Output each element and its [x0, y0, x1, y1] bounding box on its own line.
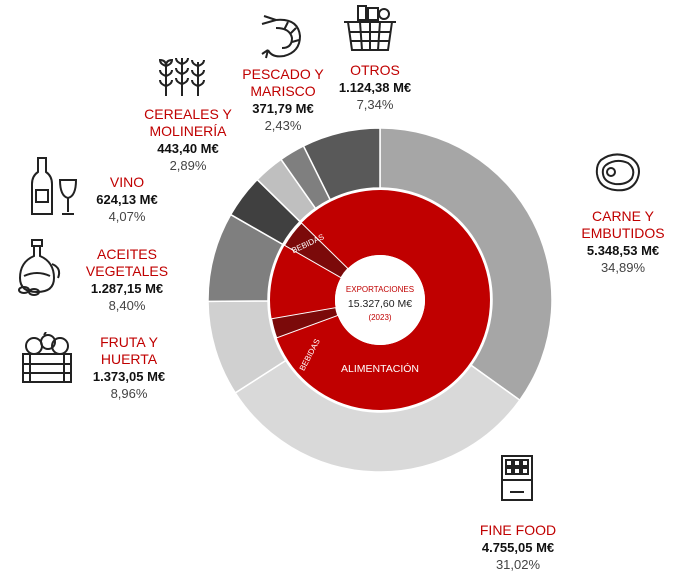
category-value: 1.373,05 M€ — [92, 369, 166, 384]
outer-slice-fine-food — [234, 359, 521, 473]
center-circle — [335, 255, 425, 345]
oil-bottle-icon — [14, 238, 64, 296]
label-carne-y-embutidos: CARNE Y EMBUTIDOS 5.348,53 M€ 34,89% — [548, 208, 673, 276]
outer-slice-carne-y-embutidos — [379, 127, 553, 402]
inner-ring — [269, 190, 490, 410]
category-value: 624,13 M€ — [96, 192, 158, 207]
category-name: CEREALES Y MOLINERÍA — [144, 106, 232, 139]
wine-icon — [30, 156, 80, 218]
label-aceites-vegetales: ACEITES VEGETALES 1.287,15 M€ 8,40% — [52, 246, 202, 314]
category-value: 1.287,15 M€ — [90, 281, 164, 296]
inner-label-alimentacion: ALIMENTACIÓN — [341, 362, 419, 375]
label-pescado-y-marisco: PESCADO Y MARISCO 371,79 M€ 2,43% — [208, 66, 358, 134]
vegetable-crate-icon — [20, 332, 74, 386]
category-percent: 31,02% — [495, 557, 541, 572]
basket-icon — [342, 4, 398, 54]
category-value: 371,79 M€ — [252, 101, 314, 116]
outer-slice-otros — [302, 127, 381, 201]
category-value: 5.348,53 M€ — [586, 243, 660, 258]
category-name: ACEITES VEGETALES — [85, 246, 169, 279]
center-year: (2023) — [368, 313, 391, 322]
label-cereales-y-molineria: CEREALES Y MOLINERÍA 443,40 M€ 2,89% — [113, 106, 263, 174]
category-name: FRUTA Y HUERTA — [100, 334, 158, 367]
outer-ring — [207, 127, 553, 473]
meat-icon — [593, 152, 643, 194]
wheat-icon — [158, 52, 206, 98]
category-name: CARNE Y EMBUTIDOS — [581, 208, 665, 241]
category-name: OTROS — [350, 62, 400, 78]
label-fruta-y-huerta: FRUTA Y HUERTA 1.373,05 M€ 8,96% — [54, 334, 204, 402]
chocolate-icon — [500, 454, 534, 502]
category-name: PESCADO Y MARISCO — [242, 66, 324, 99]
category-value: 4.755,05 M€ — [481, 540, 555, 555]
category-percent: 4,07% — [108, 209, 146, 224]
center-total: 15.327,60 M€ — [348, 298, 412, 310]
center-title: EXPORTACIONES — [346, 285, 414, 294]
category-percent: 2,43% — [264, 118, 302, 133]
category-value: 443,40 M€ — [157, 141, 219, 156]
category-percent: 2,89% — [169, 158, 207, 173]
inner-slice-alimentacion — [269, 190, 490, 410]
shrimp-icon — [258, 14, 306, 62]
category-percent: 34,89% — [600, 260, 646, 275]
category-percent: 7,34% — [356, 97, 394, 112]
label-vino: VINO 624,13 M€ 4,07% — [52, 174, 202, 225]
category-name: VINO — [109, 174, 145, 190]
category-value: 1.124,38 M€ — [338, 80, 412, 95]
category-percent: 8,96% — [110, 386, 148, 401]
category-percent: 8,40% — [108, 298, 146, 313]
label-otros: OTROS 1.124,38 M€ 7,34% — [300, 62, 450, 113]
label-fine-food: FINE FOOD 4.755,05 M€ 31,02% — [443, 522, 593, 573]
category-name: FINE FOOD — [479, 522, 557, 538]
